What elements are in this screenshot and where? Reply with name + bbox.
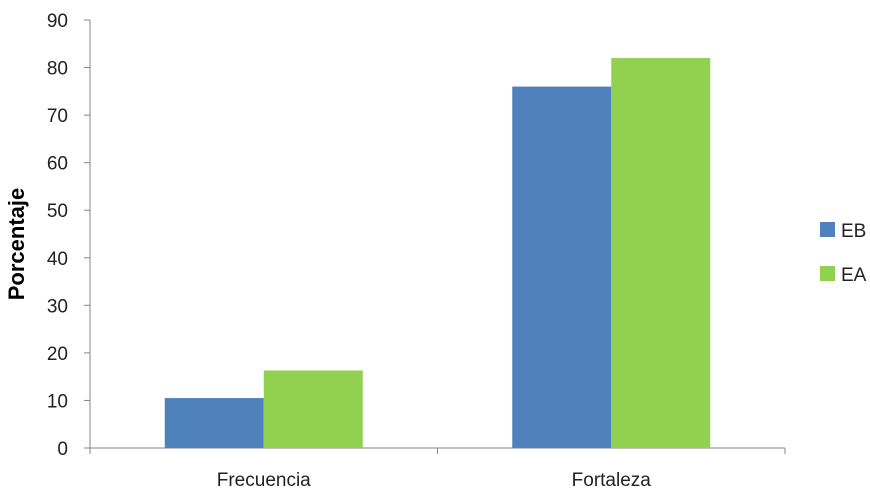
- legend-label-ea: EA: [841, 265, 867, 286]
- legend-label-eb: EB: [841, 221, 866, 242]
- y-axis: 0 10 20 30 40 50 60 70 80 90: [47, 11, 91, 460]
- y-tick-label: 0: [57, 439, 68, 460]
- bar-ea-fortaleza: [611, 58, 711, 449]
- x-axis: Frecuencia Fortaleza: [89, 447, 786, 491]
- y-tick-label: 70: [47, 106, 68, 127]
- y-tick-label: 10: [47, 391, 68, 412]
- x-category-label: Frecuencia: [217, 470, 311, 491]
- legend: EB EA: [820, 221, 867, 286]
- bar-eb-frecuencia: [164, 398, 264, 448]
- y-tick-label: 80: [47, 59, 68, 80]
- x-category-label: Fortaleza: [572, 470, 652, 491]
- x-tick-marks: [89, 448, 786, 454]
- y-tick-label: 20: [47, 344, 68, 365]
- legend-swatch-ea: [820, 266, 835, 281]
- y-tick-labels: 0 10 20 30 40 50 60 70 80 90: [47, 11, 90, 460]
- bar-ea-frecuencia: [263, 370, 363, 448]
- y-axis-title: Porcentaje: [4, 188, 29, 301]
- y-tick-label: 90: [47, 11, 68, 32]
- legend-swatch-eb: [820, 222, 835, 237]
- y-tick-label: 40: [47, 249, 68, 270]
- x-category-labels: Frecuencia Fortaleza: [217, 470, 652, 491]
- y-tick-label: 30: [47, 296, 68, 317]
- y-tick-label: 60: [47, 154, 68, 175]
- y-tick-label: 50: [47, 201, 68, 222]
- bar-eb-fortaleza: [512, 86, 612, 449]
- bars: [164, 58, 711, 449]
